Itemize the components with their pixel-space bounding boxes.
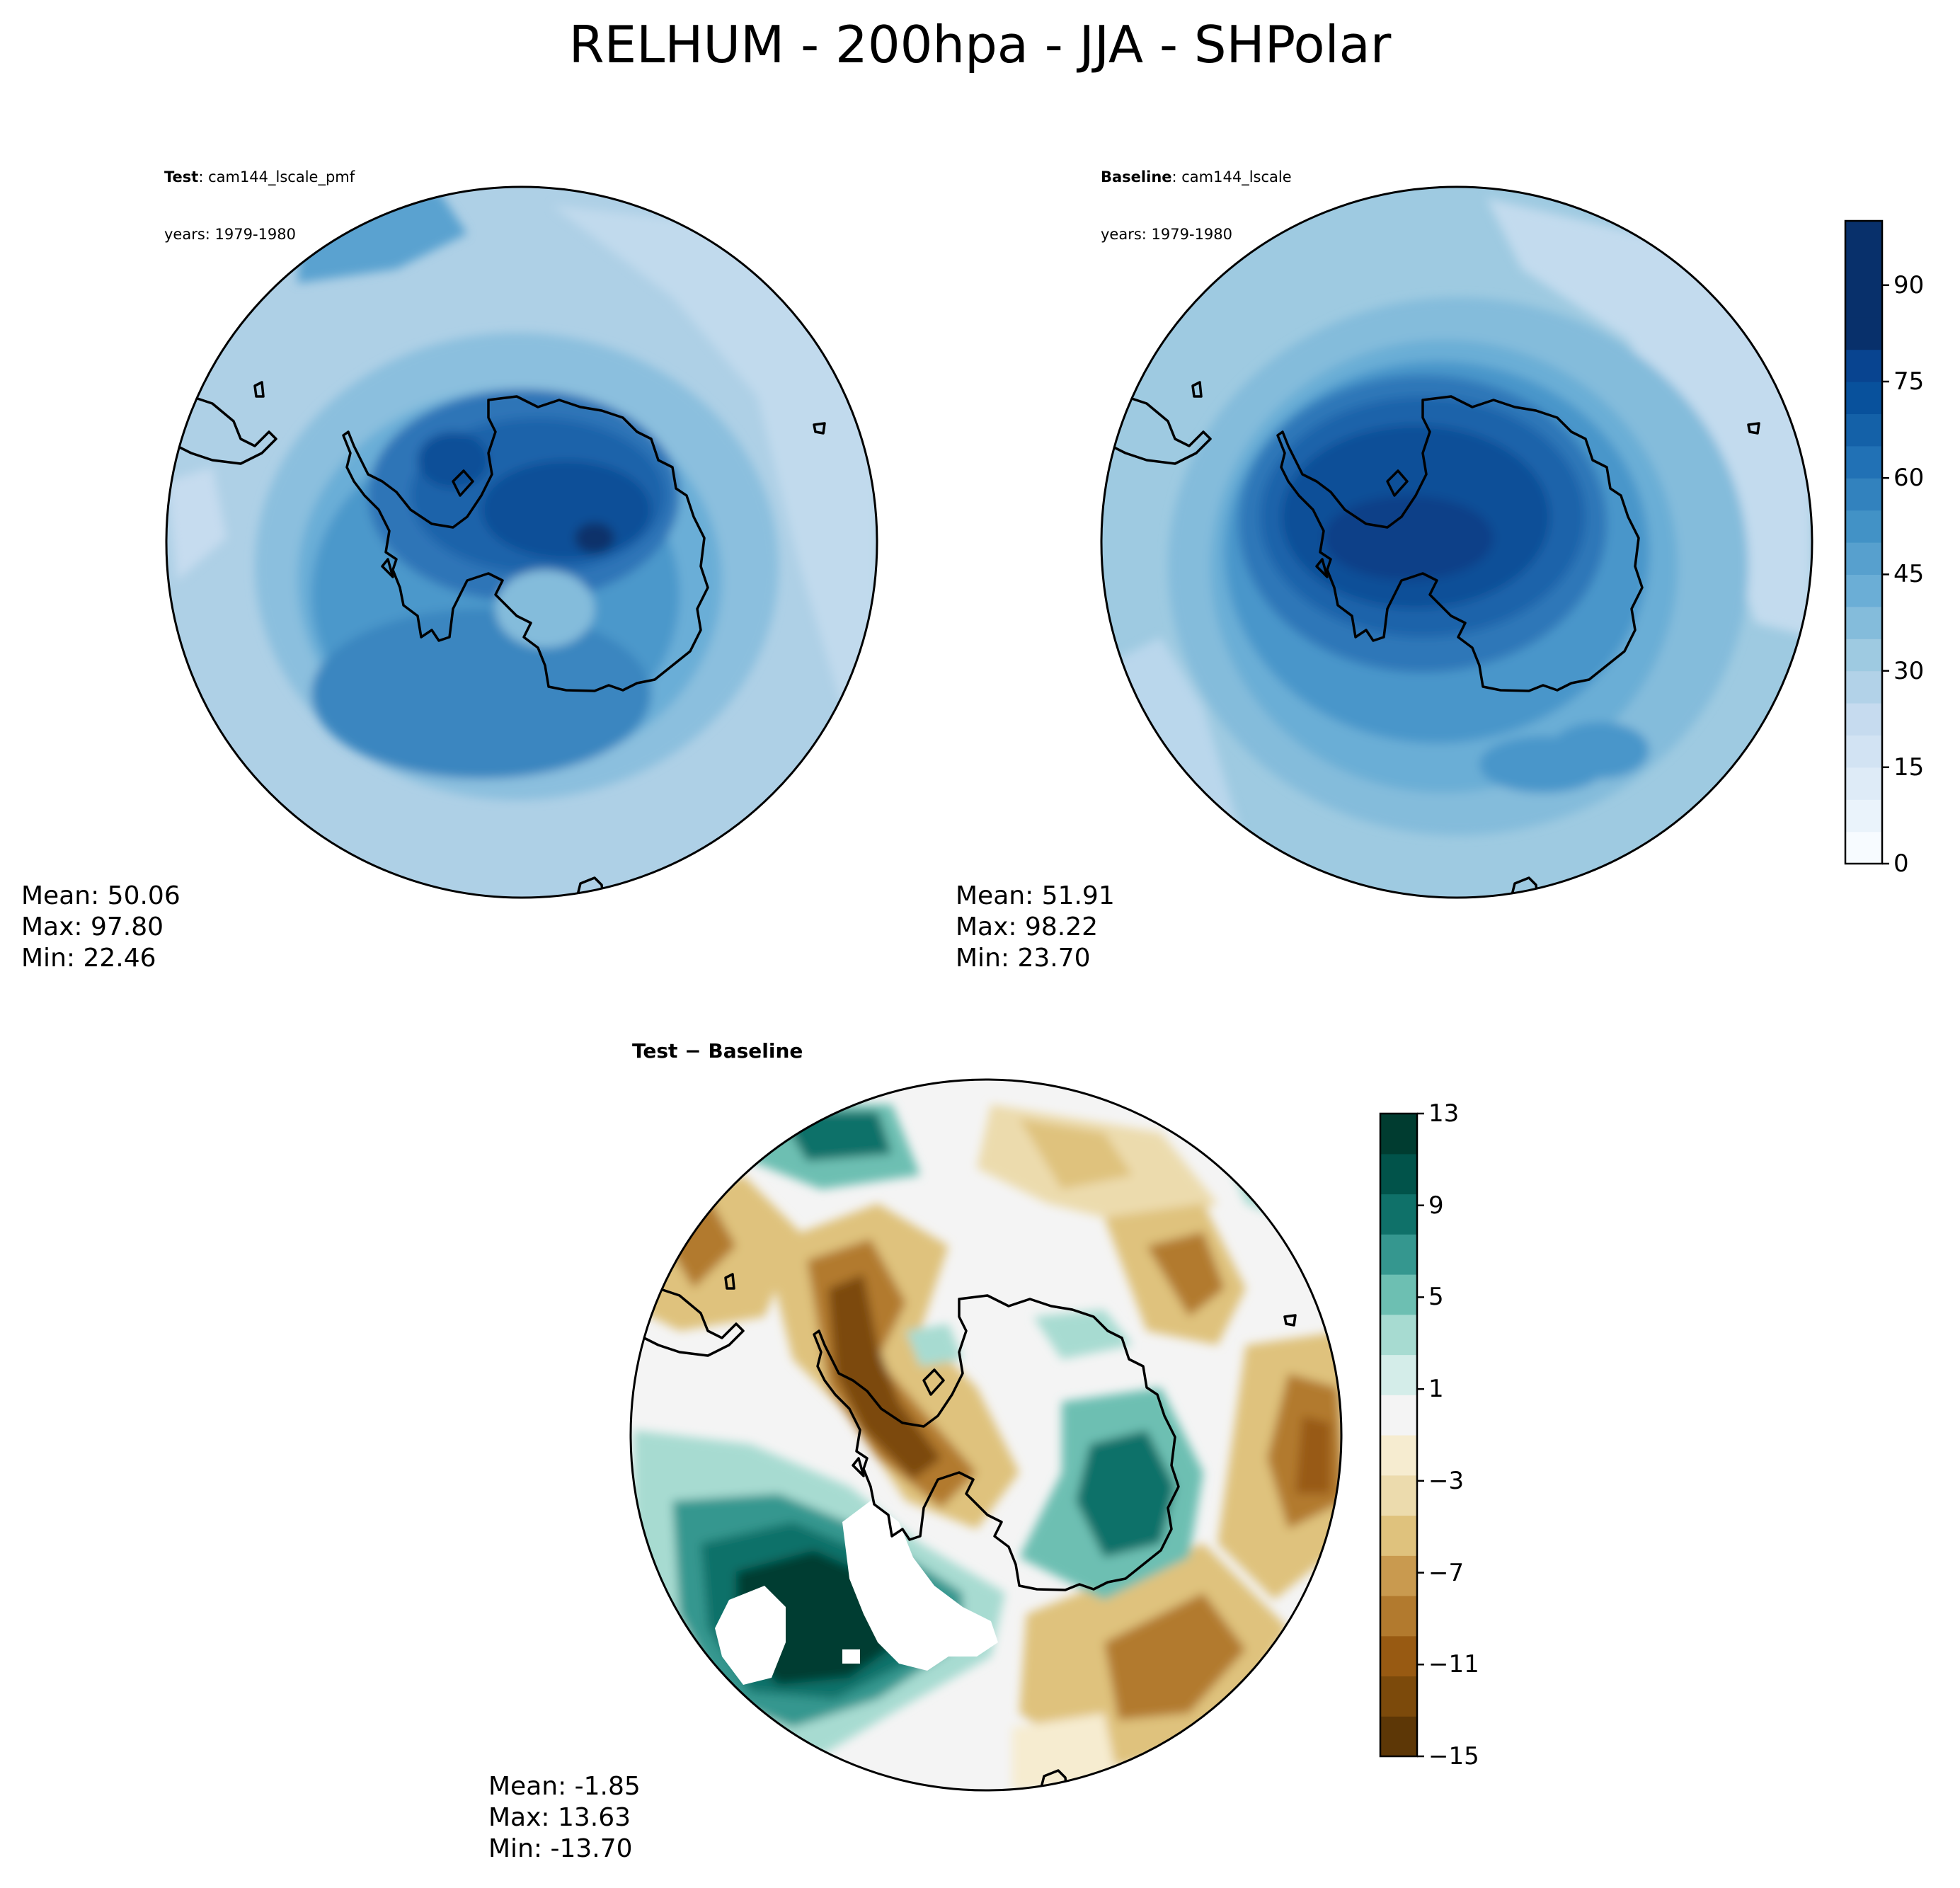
main-colorbar-segment — [1845, 574, 1882, 607]
main-colorbar-frame — [1844, 219, 1884, 865]
diff-colorbar-segment — [1380, 1274, 1417, 1315]
main-colorbar-segment — [1845, 413, 1882, 447]
main-colorbar-segment — [1845, 317, 1882, 350]
main-colorbar-tick-label: 0 — [1893, 849, 1909, 878]
main-colorbar-segment — [1845, 445, 1882, 479]
baseline-max: Max: 98.22 — [956, 912, 1099, 942]
diff-colorbar-segment — [1380, 1716, 1417, 1757]
diff-colorbar-tick-label: 13 — [1428, 1099, 1460, 1128]
main-colorbar-segment — [1845, 735, 1882, 768]
diff-map-frame — [629, 1078, 1343, 1792]
baseline-map — [1101, 187, 1812, 898]
main-colorbar-tick-label: 15 — [1893, 753, 1925, 782]
diff-colorbar-segment — [1380, 1555, 1417, 1596]
diff-colorbar-segment — [1380, 1314, 1417, 1356]
diff-colorbar-segment — [1380, 1676, 1417, 1717]
diff-colorbar-tick-label: −11 — [1428, 1650, 1479, 1679]
main-colorbar — [1845, 221, 1889, 865]
diff-max: Max: 13.63 — [488, 1803, 631, 1832]
test-years: years: 1979-1980 — [164, 226, 297, 243]
baseline-stats: Mean: 51.91 Max: 98.22 Min: 23.70 — [956, 881, 1115, 974]
diff-stats: Mean: -1.85 Max: 13.63 Min: -13.70 — [488, 1771, 641, 1865]
diff-colorbar-tick-label: −3 — [1428, 1466, 1465, 1495]
diff-colorbar-segment — [1380, 1635, 1417, 1677]
diff-colorbar-segment — [1380, 1153, 1417, 1195]
main-colorbar-segment — [1845, 285, 1882, 318]
main-colorbar-segment — [1845, 382, 1882, 414]
diff-colorbar-tick-label: −7 — [1428, 1558, 1465, 1587]
diff-colorbar-tick-label: 5 — [1428, 1283, 1444, 1312]
test-case-name: : cam144_lscale_pmf — [198, 168, 355, 185]
main-colorbar-tick-label: 30 — [1893, 656, 1925, 685]
main-colorbar-segment — [1845, 639, 1882, 672]
baseline-min: Min: 23.70 — [956, 944, 1091, 973]
test-map-frame — [165, 185, 878, 899]
main-colorbar-segment — [1845, 703, 1882, 736]
diff-colorbar-frame — [1379, 1112, 1419, 1758]
diff-colorbar-tick-label: 1 — [1428, 1375, 1444, 1404]
main-colorbar-segment — [1845, 767, 1882, 800]
main-colorbar-segment — [1845, 606, 1882, 639]
main-colorbar-tick-label: 45 — [1893, 560, 1925, 589]
baseline-mean: Mean: 51.91 — [956, 881, 1115, 910]
diff-colorbar-segment — [1380, 1114, 1417, 1155]
baseline-map-frame — [1100, 185, 1813, 899]
test-coastline — [176, 381, 826, 898]
test-map — [166, 187, 877, 898]
main-colorbar-segment — [1845, 349, 1882, 382]
diff-coastline — [643, 1273, 1297, 1790]
test-min: Min: 22.46 — [21, 944, 156, 973]
main-colorbar-segment — [1845, 253, 1882, 286]
diff-colorbar — [1380, 1112, 1424, 1758]
main-colorbar-tick-label: 90 — [1893, 270, 1925, 299]
diff-colorbar-tick-label: −15 — [1428, 1742, 1479, 1770]
diff-colorbar-segment — [1380, 1596, 1417, 1637]
diff-min: Min: -13.70 — [488, 1834, 633, 1863]
diff-colorbar-segment — [1380, 1515, 1417, 1556]
main-colorbar-segment — [1845, 799, 1882, 833]
diff-missing-regions — [715, 1501, 998, 1685]
main-colorbar-segment — [1845, 221, 1882, 253]
main-colorbar-tick-label: 75 — [1893, 367, 1925, 396]
baseline-panel-header: Baseline: cam144_lscale years: 1979-1980 — [1101, 130, 1292, 263]
test-mean: Mean: 50.06 — [21, 881, 180, 910]
diff-map — [631, 1080, 1341, 1790]
diff-colorbar-tick-label: 9 — [1428, 1191, 1444, 1220]
test-label: Test — [164, 168, 199, 185]
test-stats: Mean: 50.06 Max: 97.80 Min: 22.46 — [21, 881, 180, 974]
diff-colorbar-segment — [1380, 1475, 1417, 1516]
main-colorbar-segment — [1845, 478, 1882, 511]
diff-title: Test − Baseline — [632, 1039, 803, 1063]
diff-colorbar-segment — [1380, 1234, 1417, 1275]
diff-colorbar-segment — [1380, 1194, 1417, 1235]
main-colorbar-segment — [1845, 831, 1882, 864]
baseline-coastline — [1111, 381, 1760, 898]
diff-mean: Mean: -1.85 — [488, 1772, 641, 1801]
main-colorbar-segment — [1845, 542, 1882, 575]
figure-title: RELHUM - 200hpa - JJA - SHPolar — [568, 15, 1392, 74]
test-panel-header: Test: cam144_lscale_pmf years: 1979-1980 — [164, 130, 355, 263]
diff-colorbar-segment — [1380, 1354, 1417, 1395]
test-max: Max: 97.80 — [21, 912, 164, 942]
baseline-case-name: : cam144_lscale — [1171, 168, 1292, 185]
main-colorbar-tick-label: 60 — [1893, 464, 1925, 493]
baseline-years: years: 1979-1980 — [1101, 226, 1233, 243]
diff-colorbar-segment — [1380, 1435, 1417, 1476]
main-colorbar-segment — [1845, 670, 1882, 704]
main-colorbar-segment — [1845, 510, 1882, 543]
diff-colorbar-segment — [1380, 1395, 1417, 1436]
baseline-label: Baseline — [1101, 168, 1172, 185]
